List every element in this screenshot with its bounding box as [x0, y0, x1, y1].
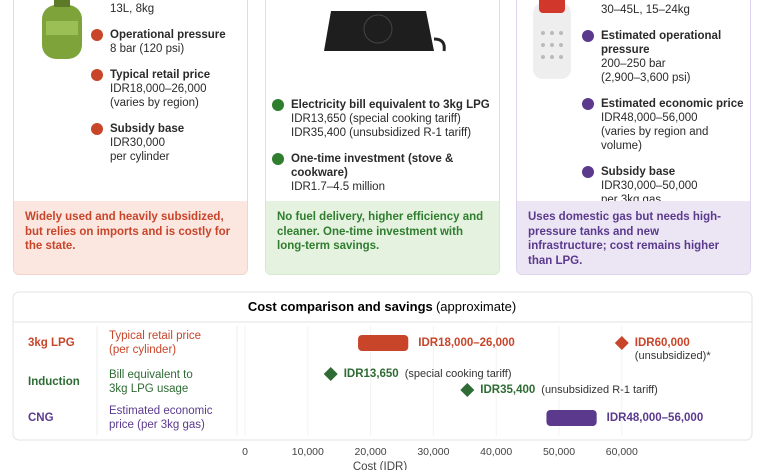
value-label: IDR60,000 — [635, 337, 690, 349]
item-line: per cylinder — [110, 151, 170, 163]
icon — [272, 99, 284, 111]
item: Electricity bill equivalent to 3kg LPG ID… — [272, 98, 499, 140]
item-title: Subsidy base — [110, 123, 185, 135]
spec: 30–45L, 15–24kg — [601, 4, 690, 16]
item-title: Typical retail price — [110, 69, 211, 81]
icon — [582, 98, 594, 110]
value-note: (special cooking tariff) — [405, 368, 512, 380]
range-bar — [358, 335, 409, 351]
x-tick-label: 10,000 — [292, 446, 324, 458]
card-lpg: 13L, 8kg Operational pressure 8 bar (120 p… — [13, 0, 248, 275]
item-line: IDR30,000–50,000 — [601, 180, 698, 192]
x-tick-label: 50,000 — [543, 446, 575, 458]
cng-image — [533, 0, 571, 79]
value-label: IDR13,650 — [344, 368, 399, 380]
icon — [582, 166, 594, 178]
x-tick-label: 30,000 — [417, 446, 449, 458]
value-label: IDR35,400 — [480, 384, 535, 396]
induction-image — [324, 11, 446, 52]
value-note: (unsubsidized)* — [635, 350, 712, 362]
item: Subsidy base IDR30,000 per cylinder — [91, 122, 240, 164]
card-body: 13L, 8kg Operational pressure 8 bar (120 p… — [91, 2, 240, 176]
item: Estimated operational pressure 200–250 ba… — [582, 29, 750, 85]
card-body: Electricity bill equivalent to 3kg LPG ID… — [272, 98, 499, 206]
item-title: Estimated operational pressure — [601, 30, 722, 56]
card-induction: Electricity bill equivalent to 3kg LPG ID… — [265, 0, 500, 275]
row-name: Induction — [28, 376, 80, 388]
item-line: (varies by region) — [110, 97, 199, 109]
icon — [91, 69, 103, 81]
lpg-image — [42, 0, 82, 59]
item-title: Estimated economic price — [601, 98, 744, 110]
item: Typical retail price IDR18,000–26,000 (var… — [91, 68, 240, 110]
range-bar — [546, 410, 597, 426]
x-tick-label: 40,000 — [480, 446, 512, 458]
item-line: (varies by region and volume) — [601, 126, 709, 152]
chart-subtitle: (approximate) — [436, 299, 516, 314]
item-title: One-time investment (stove & cookware) — [291, 153, 454, 179]
card-footer: No fuel delivery, higher efficiency and … — [266, 201, 499, 274]
point-marker — [460, 383, 475, 397]
row-name: CNG — [28, 412, 54, 424]
item-line: 8 bar (120 psi) — [110, 43, 185, 55]
point-marker — [323, 367, 338, 381]
chart-panel — [12, 291, 753, 441]
value-note: (unsubsidized R-1 tariff) — [541, 384, 658, 396]
item-line: IDR18,000–26,000 — [110, 83, 207, 95]
item: One-time investment (stove & cookware) ID… — [272, 152, 499, 194]
icon — [582, 30, 594, 42]
value-label: IDR18,000–26,000 — [418, 337, 515, 349]
item: Estimated economic price IDR48,000–56,000… — [582, 97, 750, 153]
item: Subsidy base IDR30,000–50,000 per 3kg gas — [582, 165, 750, 207]
value-label: IDR48,000–56,000 — [607, 412, 704, 424]
item-line: IDR13,650 (special cooking tariff) — [291, 113, 461, 125]
card-footer: Widely used and heavily subsidized, but … — [14, 201, 247, 274]
icon — [91, 123, 103, 135]
item-line: IDR35,400 (unsubsidized R-1 tariff) — [291, 127, 472, 139]
x-tick-label: 60,000 — [606, 446, 638, 458]
icon — [91, 29, 103, 41]
item-title: Subsidy base — [601, 166, 676, 178]
item: Operational pressure 8 bar (120 psi) — [91, 28, 240, 56]
card-body: 30–45L, 15–24kg Estimated operational pre… — [582, 3, 750, 219]
item-line: IDR1.7–4.5 million — [291, 181, 385, 193]
card-cng: 30–45L, 15–24kg Estimated operational pre… — [516, 0, 751, 275]
x-tick-label: 0 — [242, 446, 248, 458]
item-line: 200–250 bar — [601, 58, 666, 70]
row-name: 3kg LPG — [28, 337, 75, 349]
item-line: IDR48,000–56,000 — [601, 112, 698, 124]
row-description: Estimated economic price (per 3kg gas) — [109, 405, 213, 431]
item-title: Electricity bill equivalent to 3kg LPG — [291, 99, 490, 111]
point-marker — [614, 336, 629, 350]
x-tick-label: 20,000 — [355, 446, 387, 458]
icon — [272, 153, 284, 165]
card-footer: Uses domestic gas but needs high-pressur… — [517, 201, 750, 274]
row-description: Typical retail price (per cylinder) — [109, 330, 201, 356]
chart-heading: Cost comparison and savings (approximate… — [248, 299, 516, 314]
item-title: Operational pressure — [110, 29, 226, 41]
spec: 13L, 8kg — [110, 3, 155, 15]
chart-title: Cost comparison and savings — [248, 299, 433, 314]
x-axis-label: Cost (IDR) — [353, 461, 407, 470]
item-line: IDR30,000 — [110, 137, 165, 149]
item-line: (2,900–3,600 psi) — [601, 72, 691, 84]
row-description: Bill equivalent to 3kg LPG usage — [109, 369, 193, 395]
